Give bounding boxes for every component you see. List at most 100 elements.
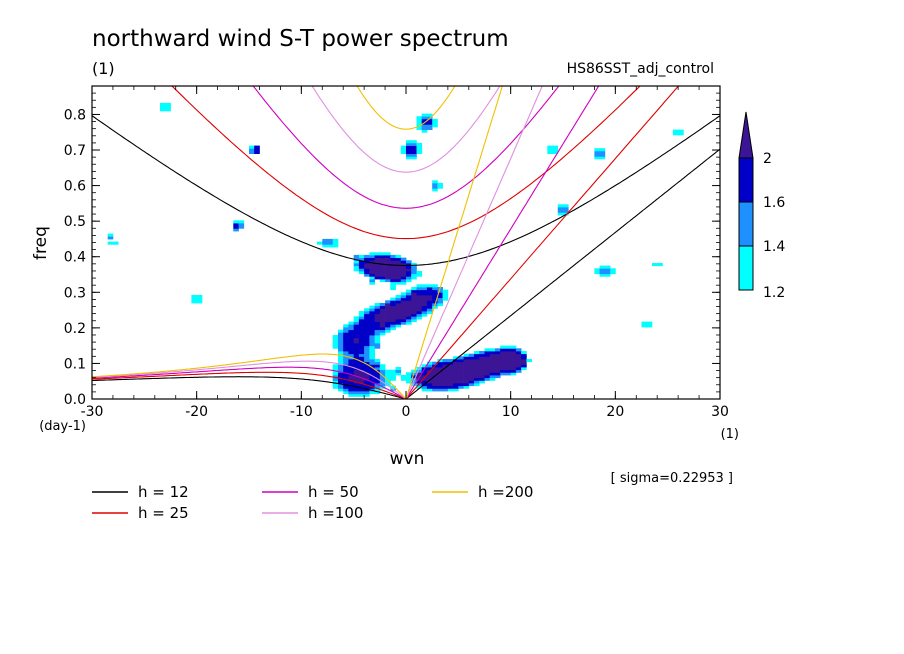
spectrum-cell xyxy=(332,343,339,347)
spectrum-cell xyxy=(332,244,339,248)
spectrum-cell xyxy=(437,292,443,296)
spectrum-cell xyxy=(364,351,370,355)
spectrum-cell xyxy=(385,316,391,320)
colorbar-segment xyxy=(738,245,754,291)
spectrum-cell xyxy=(406,308,412,312)
spectrum-cell xyxy=(416,145,423,149)
spectrum-cell xyxy=(426,289,433,293)
spectrum-cell xyxy=(406,289,412,293)
spectrum-cell xyxy=(395,321,402,325)
spectrum-cell xyxy=(400,375,407,379)
spectrum-cell xyxy=(374,268,381,272)
spectrum-cell xyxy=(348,321,354,325)
spectrum-cell xyxy=(416,116,423,120)
colorbar-arrow xyxy=(738,111,754,159)
spectrum-cell xyxy=(505,353,511,357)
spectrum-cell xyxy=(421,126,428,130)
spectrum-cell xyxy=(400,316,407,320)
spectrum-cell xyxy=(400,281,407,285)
spectrum-cell xyxy=(672,132,679,136)
spectrum-cell xyxy=(364,383,370,387)
spectrum-cell xyxy=(385,260,391,264)
spectrum-cell xyxy=(458,361,464,365)
spectrum-cell xyxy=(406,303,412,307)
spectrum-cell xyxy=(390,311,396,315)
spectrum-cell xyxy=(400,150,407,154)
spectrum-cell xyxy=(406,268,412,272)
spectrum-cell xyxy=(400,276,407,280)
spectrum-cell xyxy=(338,367,344,371)
spectrum-cell xyxy=(463,361,470,365)
spectrum-cell xyxy=(374,271,381,275)
spectrum-cell xyxy=(343,369,349,373)
spectrum-cell xyxy=(599,265,606,269)
spectrum-cell xyxy=(343,391,349,395)
spectrum-cell xyxy=(411,271,417,275)
spectrum-cell xyxy=(374,276,381,280)
spectrum-cell xyxy=(447,364,454,368)
spectrum-cell xyxy=(343,372,349,376)
spectrum-cell xyxy=(432,305,438,309)
spectrum-cell xyxy=(358,375,365,379)
spectrum-cell xyxy=(510,361,517,365)
colorbar-segment xyxy=(738,201,754,247)
y-axis-label: freq xyxy=(31,226,51,260)
spectrum-cell xyxy=(374,385,381,389)
inertia-gravity-curve-h25 xyxy=(171,86,641,240)
spectrum-cell xyxy=(479,367,485,371)
spectrum-cell xyxy=(374,375,381,379)
spectrum-cell xyxy=(358,388,365,392)
spectrum-cell xyxy=(364,337,370,341)
spectrum-cell xyxy=(348,388,354,392)
spectrum-cell xyxy=(369,273,375,277)
spectrum-cell xyxy=(437,372,443,376)
spectrum-cell xyxy=(364,375,370,379)
spectrum-cell xyxy=(390,385,396,389)
spectrum-cell xyxy=(406,145,412,149)
spectrum-cell xyxy=(442,388,449,392)
spectrum-cell xyxy=(678,132,684,136)
spectrum-cell xyxy=(343,351,349,355)
spectrum-cell xyxy=(385,327,391,331)
spectrum-cell xyxy=(369,265,375,269)
spectrum-cell xyxy=(411,148,417,152)
spectrum-cell xyxy=(390,257,396,261)
spectrum-cell xyxy=(594,150,600,154)
y-tick-label: 0.2 xyxy=(64,321,86,337)
spectrum-cell xyxy=(353,359,360,363)
spectrum-cell xyxy=(374,324,381,328)
spectrum-cell xyxy=(364,361,370,365)
spectrum-cell xyxy=(442,380,449,384)
spectrum-cell xyxy=(369,257,375,261)
spectrum-cell xyxy=(474,353,480,357)
spectrum-cell xyxy=(406,260,412,264)
spectrum-cell xyxy=(233,222,239,226)
spectrum-cell xyxy=(411,383,417,387)
spectrum-cell xyxy=(468,367,475,371)
spectrum-cell xyxy=(426,295,433,299)
spectrum-cell xyxy=(416,305,423,309)
spectrum-cell xyxy=(432,369,438,373)
spectrum-cell xyxy=(364,393,370,397)
spectrum-cell xyxy=(547,148,553,152)
spectrum-cell xyxy=(468,380,475,384)
spectrum-cell xyxy=(385,321,391,325)
spectrum-cell xyxy=(358,345,365,349)
y-unit-label: (day-1) xyxy=(39,419,86,434)
spectrum-cell xyxy=(353,340,360,344)
spectrum-cell xyxy=(426,303,433,307)
spectrum-cell xyxy=(479,375,485,379)
spectrum-cell xyxy=(364,367,370,371)
spectrum-cell xyxy=(369,279,375,283)
spectrum-cell xyxy=(442,383,449,387)
spectrum-cell xyxy=(416,287,423,291)
spectrum-cell xyxy=(348,327,354,331)
spectrum-cell xyxy=(332,340,339,344)
spectrum-cell xyxy=(369,353,375,357)
spectrum-cell xyxy=(385,377,391,381)
spectrum-cell xyxy=(406,153,412,157)
spectrum-cell xyxy=(369,356,375,360)
spectrum-cell xyxy=(463,377,470,381)
spectrum-cell xyxy=(385,308,391,312)
legend: h = 12 h = 25 h = 50 h =100 h =200 xyxy=(92,483,533,522)
